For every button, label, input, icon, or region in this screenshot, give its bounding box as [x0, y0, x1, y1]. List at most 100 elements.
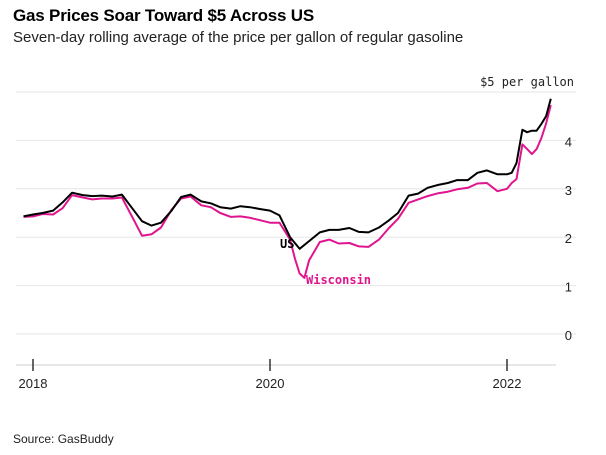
point-us-7	[91, 195, 93, 197]
point-wisconsin-0	[23, 216, 25, 218]
point-wisconsin-28	[294, 258, 296, 260]
point-wisconsin-37	[367, 246, 369, 248]
point-wisconsin-17	[190, 196, 192, 198]
point-us-8	[101, 195, 103, 197]
point-wisconsin-12	[141, 235, 143, 237]
point-us-10	[121, 194, 123, 196]
point-wisconsin-35	[348, 242, 350, 244]
point-wisconsin-32	[319, 241, 321, 243]
point-us-13	[151, 225, 153, 227]
point-wisconsin-59	[545, 123, 547, 125]
point-us-55	[536, 130, 538, 132]
point-us-35	[367, 231, 369, 233]
point-us-52	[521, 129, 523, 131]
chart-title: Gas Prices Soar Toward $5 Across US	[13, 6, 315, 25]
y-axis-labels: $5 per gallon 4 3 2 1 0	[480, 75, 574, 343]
point-wisconsin-39	[388, 228, 390, 230]
point-us-5	[71, 192, 73, 194]
point-us-29	[308, 240, 310, 242]
point-us-40	[417, 193, 419, 195]
point-wisconsin-34	[338, 243, 340, 245]
point-wisconsin-26	[279, 222, 281, 224]
label-us: US	[280, 237, 294, 251]
point-us-32	[338, 229, 340, 231]
point-wisconsin-14	[160, 227, 162, 229]
point-wisconsin-40	[397, 218, 399, 220]
chart-subtitle: Seven-day rolling average of the price p…	[13, 29, 464, 46]
point-us-47	[486, 169, 488, 171]
point-us-3	[52, 210, 54, 212]
point-wisconsin-55	[526, 148, 528, 150]
point-us-1	[32, 214, 34, 216]
point-us-33	[348, 227, 350, 229]
point-wisconsin-20	[219, 212, 221, 214]
point-us-56	[540, 123, 542, 125]
series-line-wisconsin	[23, 104, 552, 279]
point-us-37	[388, 220, 390, 222]
point-wisconsin-58	[540, 137, 542, 139]
point-us-28	[299, 248, 301, 250]
point-wisconsin-48	[476, 183, 478, 185]
point-wisconsin-6	[82, 197, 84, 199]
point-us-53	[526, 131, 528, 133]
point-wisconsin-7	[91, 198, 93, 200]
point-wisconsin-4	[62, 207, 64, 209]
y-tick-label-3: 3	[565, 183, 572, 198]
point-us-14	[160, 222, 162, 224]
y-tick-label-2: 2	[565, 231, 572, 246]
point-us-22	[239, 205, 241, 207]
point-us-20	[219, 206, 221, 208]
point-wisconsin-22	[239, 215, 241, 217]
point-wisconsin-47	[467, 187, 469, 189]
point-wisconsin-8	[101, 198, 103, 200]
point-us-4	[62, 201, 64, 203]
point-us-44	[456, 179, 458, 181]
point-wisconsin-11	[130, 214, 132, 216]
x-axis: 2018 2020 2022	[16, 359, 556, 391]
point-wisconsin-60	[550, 104, 552, 106]
point-wisconsin-54	[521, 143, 523, 145]
point-wisconsin-38	[378, 239, 380, 241]
point-us-6	[82, 194, 84, 196]
point-us-49	[506, 173, 508, 175]
gridlines	[16, 91, 576, 335]
point-us-41	[427, 187, 429, 189]
point-us-45	[467, 179, 469, 181]
point-wisconsin-1	[32, 215, 34, 217]
y-tick-label-5: $5 per gallon	[480, 75, 574, 89]
source-note: Source: GasBuddy	[13, 432, 114, 446]
x-tick-label-2018: 2018	[19, 376, 48, 391]
label-wisconsin: Wisconsin	[306, 273, 371, 287]
point-wisconsin-51	[506, 188, 508, 190]
point-us-48	[497, 173, 499, 175]
point-wisconsin-2	[42, 213, 44, 215]
point-wisconsin-57	[536, 148, 538, 150]
point-wisconsin-18	[200, 204, 202, 206]
series-line-us	[23, 98, 552, 250]
point-wisconsin-10	[121, 197, 123, 199]
point-us-26	[279, 214, 281, 216]
point-wisconsin-13	[151, 233, 153, 235]
point-wisconsin-21	[230, 216, 232, 218]
point-wisconsin-24	[260, 219, 262, 221]
point-us-18	[200, 200, 202, 202]
series-lines	[23, 98, 552, 279]
x-tick-label-2020: 2020	[256, 376, 285, 391]
point-wisconsin-43	[427, 195, 429, 197]
point-us-25	[269, 210, 271, 212]
point-wisconsin-29	[299, 273, 301, 275]
point-wisconsin-46	[456, 188, 458, 190]
point-wisconsin-41	[408, 202, 410, 204]
point-us-51	[516, 162, 518, 164]
point-wisconsin-50	[497, 190, 499, 192]
point-wisconsin-53	[516, 178, 518, 180]
point-wisconsin-3	[52, 214, 54, 216]
x-tick-label-2022: 2022	[493, 376, 522, 391]
point-wisconsin-56	[531, 153, 533, 155]
point-us-38	[397, 212, 399, 214]
point-us-11	[130, 206, 132, 208]
point-wisconsin-15	[171, 209, 173, 211]
y-tick-label-4: 4	[565, 134, 572, 149]
point-wisconsin-23	[249, 217, 251, 219]
y-tick-label-1: 1	[565, 280, 572, 295]
